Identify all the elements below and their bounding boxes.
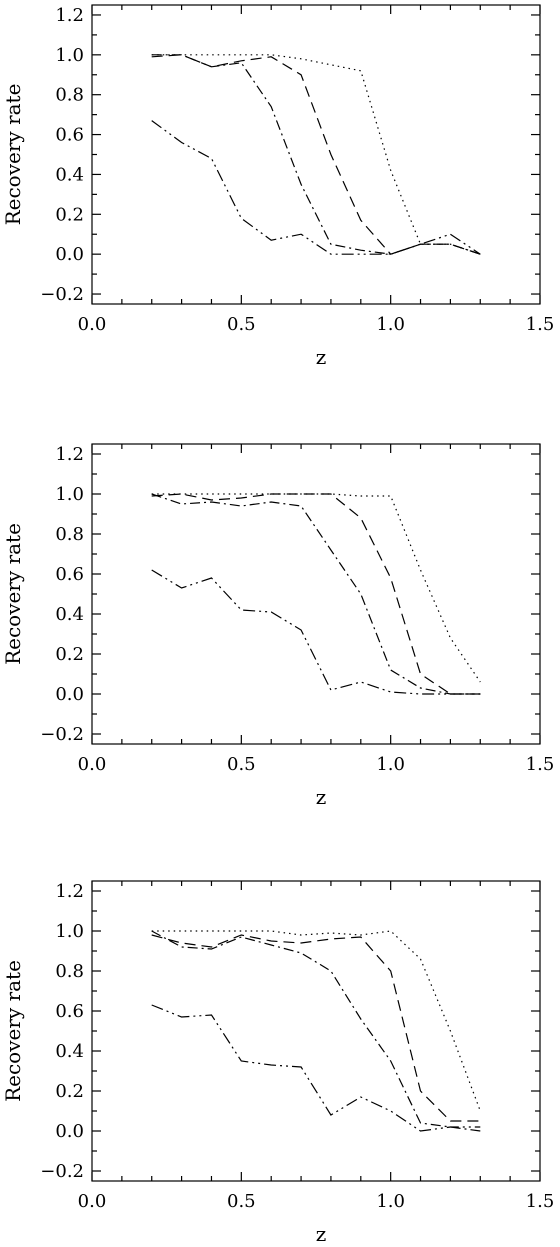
- y-tick-label: 0.4: [55, 604, 84, 625]
- chart-panel-3: 0.0 0.5 1.0 1.5 −0.2 0.0 0.2 0.4 0.6 0.8 1.0 1.2 z Re…: [1, 880, 555, 1246]
- series-dotted-line: [151, 930, 481, 1112]
- y-tick-label: 1.0: [55, 484, 84, 505]
- y-tick-label: 0.6: [55, 125, 84, 146]
- x-axis-title: z: [316, 1222, 327, 1246]
- x-tick-label: 0.5: [227, 1191, 256, 1212]
- y-tick-label: 0.8: [55, 85, 84, 106]
- series-dashed-line: [151, 54, 481, 255]
- series-dotted-line: [151, 54, 481, 255]
- series-dash-dot-line: [151, 54, 481, 255]
- x-tick-label: 1.5: [526, 314, 555, 335]
- chart-panel-2: 0.0 0.5 1.0 1.5 −0.2 0.0 0.2 0.4 0.6 0.8 1.0 1.2 z Re…: [1, 443, 555, 809]
- series-dashed-line: [151, 934, 481, 1122]
- y-tick-label: 1.2: [55, 444, 84, 465]
- series-dash-dot-line: [151, 493, 481, 695]
- series-dotted-line: [151, 493, 481, 683]
- y-tick-label: 0.6: [55, 1001, 84, 1022]
- y-tick-label: −0.2: [40, 724, 84, 745]
- y-tick-label: 0.6: [55, 564, 84, 585]
- chart-panel-1: 0.0 0.5 1.0 1.5 −0.2 0.0 0.2 0.4 0.6 0.8 1.0 1.2 z Re…: [1, 4, 555, 369]
- x-tick-label: 1.5: [526, 754, 555, 775]
- y-axis-title: Recovery rate: [1, 523, 25, 665]
- x-tick-label: 0.5: [227, 314, 256, 335]
- y-tick-label: 0.0: [55, 1121, 84, 1142]
- series-dash-dot-dot-line: [151, 1004, 481, 1132]
- y-tick-label: 0.4: [55, 1041, 84, 1062]
- y-tick-label: 0.0: [55, 684, 84, 705]
- x-tick-label: 0.0: [78, 314, 107, 335]
- y-tick-label: 1.2: [55, 881, 84, 902]
- y-tick-label: 0.2: [55, 204, 84, 225]
- y-tick-label: 0.2: [55, 644, 84, 665]
- x-axis-title: z: [316, 785, 327, 809]
- series-dash-dot-line: [151, 930, 481, 1132]
- plot-frame: [91, 443, 541, 745]
- y-axis-title: Recovery rate: [1, 84, 25, 226]
- y-tick-label: 0.4: [55, 164, 84, 185]
- y-tick-label: 1.2: [55, 5, 84, 26]
- y-tick-label: 0.2: [55, 1081, 84, 1102]
- y-tick-label: −0.2: [40, 284, 84, 305]
- series-dashed-line: [151, 493, 481, 695]
- x-axis-title: z: [316, 345, 327, 369]
- y-tick-label: 1.0: [55, 45, 84, 66]
- series-dash-dot-dot-line: [151, 120, 481, 255]
- y-tick-label: −0.2: [40, 1161, 84, 1182]
- series-dash-dot-dot-line: [151, 569, 481, 695]
- y-axis-title: Recovery rate: [1, 960, 25, 1102]
- y-tick-label: 0.8: [55, 961, 84, 982]
- y-tick-label: 1.0: [55, 921, 84, 942]
- plot-frame: [91, 4, 541, 305]
- y-tick-label: 0.0: [55, 244, 84, 265]
- x-tick-label: 1.5: [526, 1191, 555, 1212]
- x-tick-label: 0.0: [78, 1191, 107, 1212]
- plot-frame: [91, 880, 541, 1182]
- y-tick-label: 0.8: [55, 524, 84, 545]
- x-tick-label: 1.0: [376, 754, 405, 775]
- x-tick-label: 0.5: [227, 754, 256, 775]
- x-tick-label: 0.0: [78, 754, 107, 775]
- x-tick-label: 1.0: [376, 1191, 405, 1212]
- x-tick-label: 1.0: [376, 314, 405, 335]
